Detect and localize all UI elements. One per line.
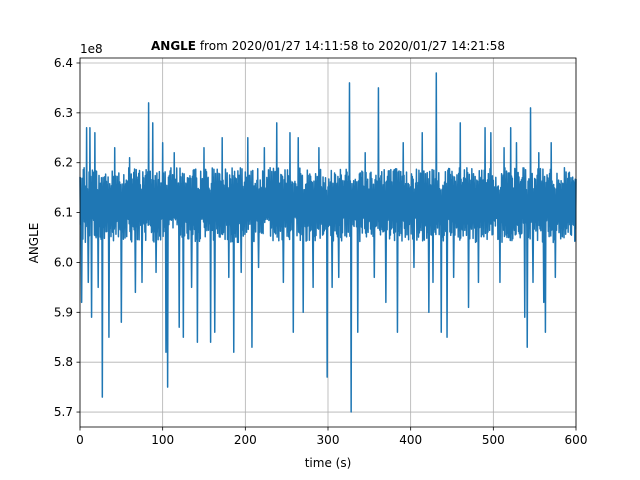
y-tick-label: 6.0	[54, 255, 73, 269]
y-tick-label: 6.2	[54, 156, 73, 170]
x-tick-label: 100	[151, 433, 174, 447]
y-tick-label: 5.9	[54, 305, 73, 319]
x-tick-label: 600	[565, 433, 588, 447]
angle-series-line	[79, 72, 577, 413]
y-axis-label: ANGLE	[27, 223, 41, 264]
x-tick-label: 400	[399, 433, 422, 447]
y-tick-label: 6.1	[54, 206, 73, 220]
x-axis-ticks: 0 100 200 300 400 500 600	[76, 427, 587, 447]
x-axis-label: time (s)	[305, 456, 352, 470]
series-angle	[79, 72, 577, 413]
x-tick-label: 0	[76, 433, 84, 447]
offset-label: 1e8	[80, 42, 103, 56]
chart-title-rest: from 2020/01/27 14:11:58 to 2020/01/27 1…	[196, 39, 505, 53]
y-tick-label: 6.3	[54, 106, 73, 120]
chart-title-bold: ANGLE	[151, 39, 196, 53]
x-tick-label: 300	[317, 433, 340, 447]
x-tick-label: 200	[234, 433, 257, 447]
y-tick-label: 5.7	[54, 405, 73, 419]
y-tick-label: 6.4	[54, 56, 73, 70]
y-axis-ticks: 5.7 5.8 5.9 6.0 6.1 6.2 6.3 6.4	[54, 56, 80, 419]
y-tick-label: 5.8	[54, 355, 73, 369]
x-tick-label: 500	[482, 433, 505, 447]
chart-title: ANGLE from 2020/01/27 14:11:58 to 2020/0…	[151, 39, 505, 53]
